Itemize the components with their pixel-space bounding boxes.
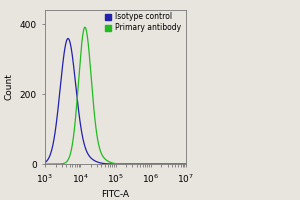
Legend: Isotype control, Primary antibody: Isotype control, Primary antibody — [104, 11, 182, 34]
Y-axis label: Count: Count — [5, 74, 14, 100]
X-axis label: FITC-A: FITC-A — [101, 190, 130, 199]
